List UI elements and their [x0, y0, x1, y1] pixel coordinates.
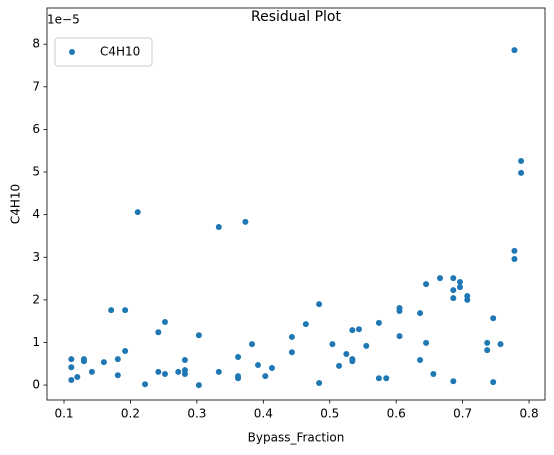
y-tick-label: 2 [32, 292, 40, 306]
scatter-point [249, 341, 256, 348]
scatter-point [464, 296, 471, 303]
scatter-point [235, 375, 242, 382]
scatter-point [142, 381, 149, 388]
scatter-point [336, 362, 343, 369]
y-tick-label: 1 [32, 335, 40, 349]
scatter-point [74, 373, 81, 380]
scatter-point [417, 356, 424, 363]
scatter-point [437, 275, 444, 282]
x-tick-label: 0.7 [453, 407, 472, 421]
scatter-point [490, 315, 497, 322]
scatter-point [375, 319, 382, 326]
scatter-point [484, 339, 491, 346]
chart-title: Residual Plot [251, 9, 341, 25]
scatter-point [161, 371, 168, 378]
scatter-point [242, 218, 249, 225]
scatter-point [262, 373, 269, 380]
scatter-point [302, 321, 309, 328]
scatter-point [195, 382, 202, 389]
scatter-point [349, 327, 356, 334]
scatter-point [417, 310, 424, 317]
scatter-point [450, 287, 457, 294]
scatter-point [450, 295, 457, 302]
scatter-point [195, 332, 202, 339]
scatter-point [254, 362, 261, 369]
scatter-point [122, 307, 129, 314]
x-tick-label: 0.5 [320, 407, 339, 421]
x-tick-label: 0.8 [520, 407, 539, 421]
y-axis-label: C4H10 [9, 184, 23, 224]
y-tick-label: 5 [32, 165, 40, 179]
scatter-point [518, 169, 525, 176]
scatter-point [68, 356, 75, 363]
scatter-point [215, 224, 222, 231]
y-tick-label: 7 [32, 79, 40, 93]
scatter-point [511, 247, 518, 254]
scatter-point [316, 301, 323, 308]
scatter-point [161, 319, 168, 326]
x-tick-label: 0.1 [54, 407, 73, 421]
y-tick-label: 6 [32, 122, 40, 136]
scatter-point [484, 347, 491, 354]
scatter-point [450, 275, 457, 282]
scatter-point [122, 348, 129, 354]
scatter-point [511, 47, 518, 54]
x-tick-label: 0.2 [121, 407, 140, 421]
scatter-point [114, 356, 121, 363]
scatter-point [349, 358, 356, 365]
scatter-point [363, 342, 370, 349]
scatter-point [235, 353, 242, 360]
scatter-point [108, 307, 115, 314]
legend-box [54, 37, 153, 67]
x-axis-label: Bypass_Fraction [248, 431, 345, 445]
plot-frame [46, 7, 546, 401]
scatter-point [80, 358, 87, 365]
scatter-point [343, 350, 350, 357]
scatter-point [423, 339, 430, 346]
scatter-point [114, 372, 121, 379]
scatter-point [155, 368, 162, 375]
scatter-point [456, 284, 463, 291]
scatter-point [88, 368, 95, 375]
y-tick-label: 4 [32, 207, 40, 221]
scatter-point [430, 371, 437, 378]
x-tick-label: 0.6 [387, 407, 406, 421]
scatter-point [355, 326, 362, 333]
scatter-point [456, 278, 463, 285]
legend-label: C4H10 [100, 45, 140, 59]
scatter-point [68, 364, 75, 371]
scatter-point [497, 341, 504, 348]
scatter-point [268, 365, 275, 372]
offset-text: 1e−5 [47, 13, 80, 27]
scatter-point [329, 341, 336, 348]
scatter-point [100, 359, 107, 366]
scatter-point [68, 376, 75, 383]
x-tick-label: 0.3 [187, 407, 206, 421]
scatter-point [423, 281, 430, 288]
scatter-point [175, 368, 182, 375]
scatter-point [316, 379, 323, 386]
y-tick-label: 0 [32, 378, 40, 392]
scatter-point [288, 349, 295, 356]
y-tick-label: 3 [32, 250, 40, 264]
x-tick-label: 0.4 [254, 407, 273, 421]
scatter-point [155, 329, 162, 336]
scatter-point [181, 356, 188, 363]
scatter-point [134, 209, 141, 216]
scatter-point [490, 379, 497, 386]
scatter-point [383, 375, 390, 382]
scatter-point [518, 157, 525, 164]
scatter-point [396, 307, 403, 314]
scatter-point [215, 368, 222, 375]
legend-marker [69, 49, 75, 55]
scatter-point [375, 375, 382, 382]
scatter-point [288, 333, 295, 340]
y-tick-label: 8 [32, 37, 40, 51]
scatter-point [396, 333, 403, 340]
scatter-point [450, 378, 457, 385]
scatter-point [511, 255, 518, 262]
scatter-point [181, 371, 188, 378]
